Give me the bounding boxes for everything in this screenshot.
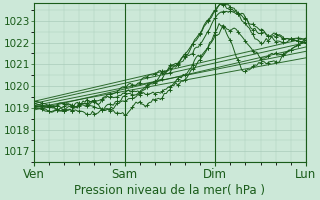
X-axis label: Pression niveau de la mer( hPa ): Pression niveau de la mer( hPa ) [75,184,266,197]
